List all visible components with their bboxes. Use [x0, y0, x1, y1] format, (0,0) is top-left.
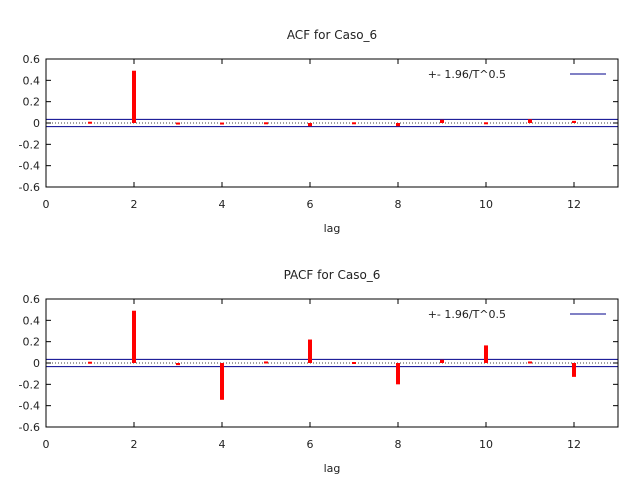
- pacf-bar-lag-2: [132, 310, 136, 363]
- acf-y-tick-label: 0.4: [23, 74, 41, 87]
- pacf-x-axis-label: lag: [324, 462, 341, 475]
- acf-bar-lag-10: [484, 122, 488, 125]
- acf-x-axis-label: lag: [324, 222, 341, 235]
- acf-bar-lag-11: [528, 119, 532, 123]
- acf-legend-label: +- 1.96/T^0.5: [428, 68, 506, 81]
- acf-y-tick-label: 0.6: [23, 53, 41, 66]
- pacf-y-tick-label: 0.2: [23, 336, 41, 349]
- acf-x-tick-label: 2: [131, 198, 138, 211]
- pacf-ticks: 0.60.40.20-0.2-0.4-0.60 2 4 6 8 10 12: [19, 293, 618, 451]
- acf-title: ACF for Caso_6: [287, 28, 377, 42]
- pacf-bar-lag-9: [440, 359, 444, 363]
- acf-x-tick-label: 0: [43, 198, 50, 211]
- acf-bar-lag-12: [572, 120, 576, 123]
- pacf-bar-lag-7: [352, 362, 356, 364]
- acf-x-tick-label: 12: [567, 198, 581, 211]
- acf-y-tick-label: 0.2: [23, 96, 41, 109]
- pacf-x-tick-label: 12: [567, 438, 581, 451]
- acf-bar-lag-1: [88, 121, 92, 124]
- acf-y-tick-label: -0.4: [19, 160, 40, 173]
- acf-bar-lag-4: [220, 122, 224, 125]
- pacf-x-tick-label: 2: [131, 438, 138, 451]
- acf-ticks: 0.60.40.20-0.2-0.4-0.60 2 4 6 8 10 12: [19, 53, 618, 211]
- acf-y-tick-label: 0: [33, 117, 40, 130]
- pacf-bar-lag-11: [528, 361, 532, 364]
- pacf-y-tick-label: 0.4: [23, 314, 41, 327]
- acf-y-tick-label: -0.2: [19, 138, 40, 151]
- acf-marks: [46, 70, 618, 128]
- pacf-x-tick-label: 8: [395, 438, 402, 451]
- pacf-bar-lag-5: [264, 361, 268, 364]
- pacf-bar-lag-6: [308, 339, 312, 363]
- pacf-bar-lag-12: [572, 363, 576, 377]
- acf-bar-lag-8: [396, 123, 400, 127]
- pacf-title: PACF for Caso_6: [284, 268, 381, 282]
- pacf-bar-lag-1: [88, 361, 92, 364]
- acf-x-tick-label: 8: [395, 198, 402, 211]
- pacf-x-tick-label: 10: [479, 438, 493, 451]
- pacf-bar-lag-3: [176, 363, 180, 366]
- pacf-legend-label: +- 1.96/T^0.5: [428, 308, 506, 321]
- pacf-x-tick-label: 0: [43, 438, 50, 451]
- pacf-bar-lag-8: [396, 363, 400, 385]
- acf-x-tick-label: 4: [219, 198, 226, 211]
- acf-x-tick-label: 10: [479, 198, 493, 211]
- pacf-x-tick-label: 6: [307, 438, 314, 451]
- pacf-bar-lag-10: [484, 345, 488, 363]
- acf-y-tick-label: -0.6: [19, 181, 40, 194]
- acf-panel: ACF for Caso_6 0.60.40.20-0.2-0.4-0.60 2 4…: [19, 28, 619, 235]
- acf-bar-lag-2: [132, 70, 136, 123]
- acf-bar-lag-7: [352, 122, 356, 125]
- acf-bar-lag-9: [440, 119, 444, 123]
- pacf-y-tick-label: 0: [33, 357, 40, 370]
- pacf-bar-lag-4: [220, 363, 224, 400]
- pacf-x-tick-label: 4: [219, 438, 226, 451]
- acf-bar-lag-6: [308, 123, 312, 127]
- pacf-y-tick-label: -0.2: [19, 378, 40, 391]
- pacf-y-tick-label: -0.4: [19, 400, 40, 413]
- acf-bar-lag-5: [264, 122, 268, 125]
- pacf-y-tick-label: 0.6: [23, 293, 41, 306]
- acf-bar-lag-3: [176, 122, 180, 125]
- pacf-y-tick-label: -0.6: [19, 421, 40, 434]
- acf-x-tick-label: 6: [307, 198, 314, 211]
- pacf-marks: [46, 310, 618, 400]
- pacf-panel: PACF for Caso_6 0.60.40.20-0.2-0.4-0.60 2…: [19, 268, 619, 475]
